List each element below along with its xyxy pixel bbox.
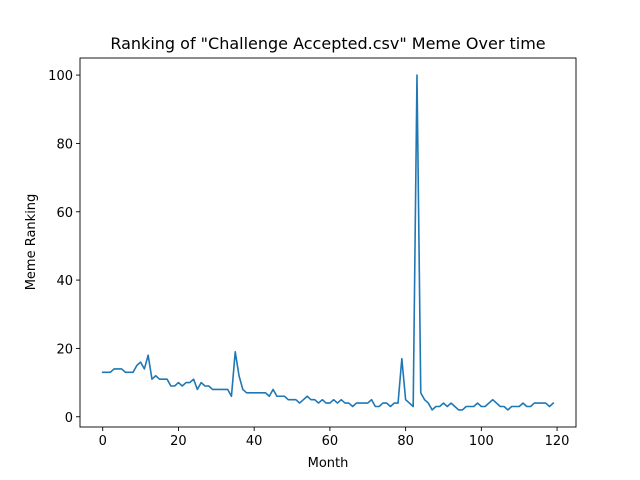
series-line-0 bbox=[101, 74, 555, 411]
x-tick-label: 120 bbox=[545, 434, 570, 449]
x-tick-label: 60 bbox=[322, 434, 339, 449]
x-tick-label: 100 bbox=[469, 434, 494, 449]
x-tick-label: 40 bbox=[246, 434, 263, 449]
plot-frame bbox=[79, 57, 577, 428]
x-tick-label: 20 bbox=[170, 434, 187, 449]
x-tick-label: 80 bbox=[397, 434, 414, 449]
y-tick-label: 60 bbox=[56, 206, 73, 221]
y-tick-label: 0 bbox=[65, 411, 73, 426]
x-axis: 0 20 40 60 80 100 120 bbox=[99, 427, 570, 449]
y-tick-label: 40 bbox=[56, 274, 73, 289]
plot-area bbox=[79, 57, 577, 428]
y-tick-label: 20 bbox=[56, 342, 73, 357]
x-tick-label: 0 bbox=[99, 434, 107, 449]
y-tick-label: 100 bbox=[48, 69, 73, 84]
y-axis-title: Meme Ranking bbox=[24, 194, 39, 291]
y-tick-label: 80 bbox=[56, 137, 73, 152]
x-axis-title: Month bbox=[308, 456, 349, 471]
y-axis: 0 20 40 60 80 100 bbox=[48, 69, 80, 426]
chart-title: Ranking of "Challenge Accepted.csv" Meme… bbox=[110, 34, 545, 53]
